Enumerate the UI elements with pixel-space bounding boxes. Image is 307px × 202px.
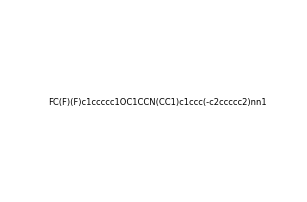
Text: FC(F)(F)c1ccccc1OC1CCN(CC1)c1ccc(-c2ccccc2)nn1: FC(F)(F)c1ccccc1OC1CCN(CC1)c1ccc(-c2cccc… (48, 98, 267, 106)
